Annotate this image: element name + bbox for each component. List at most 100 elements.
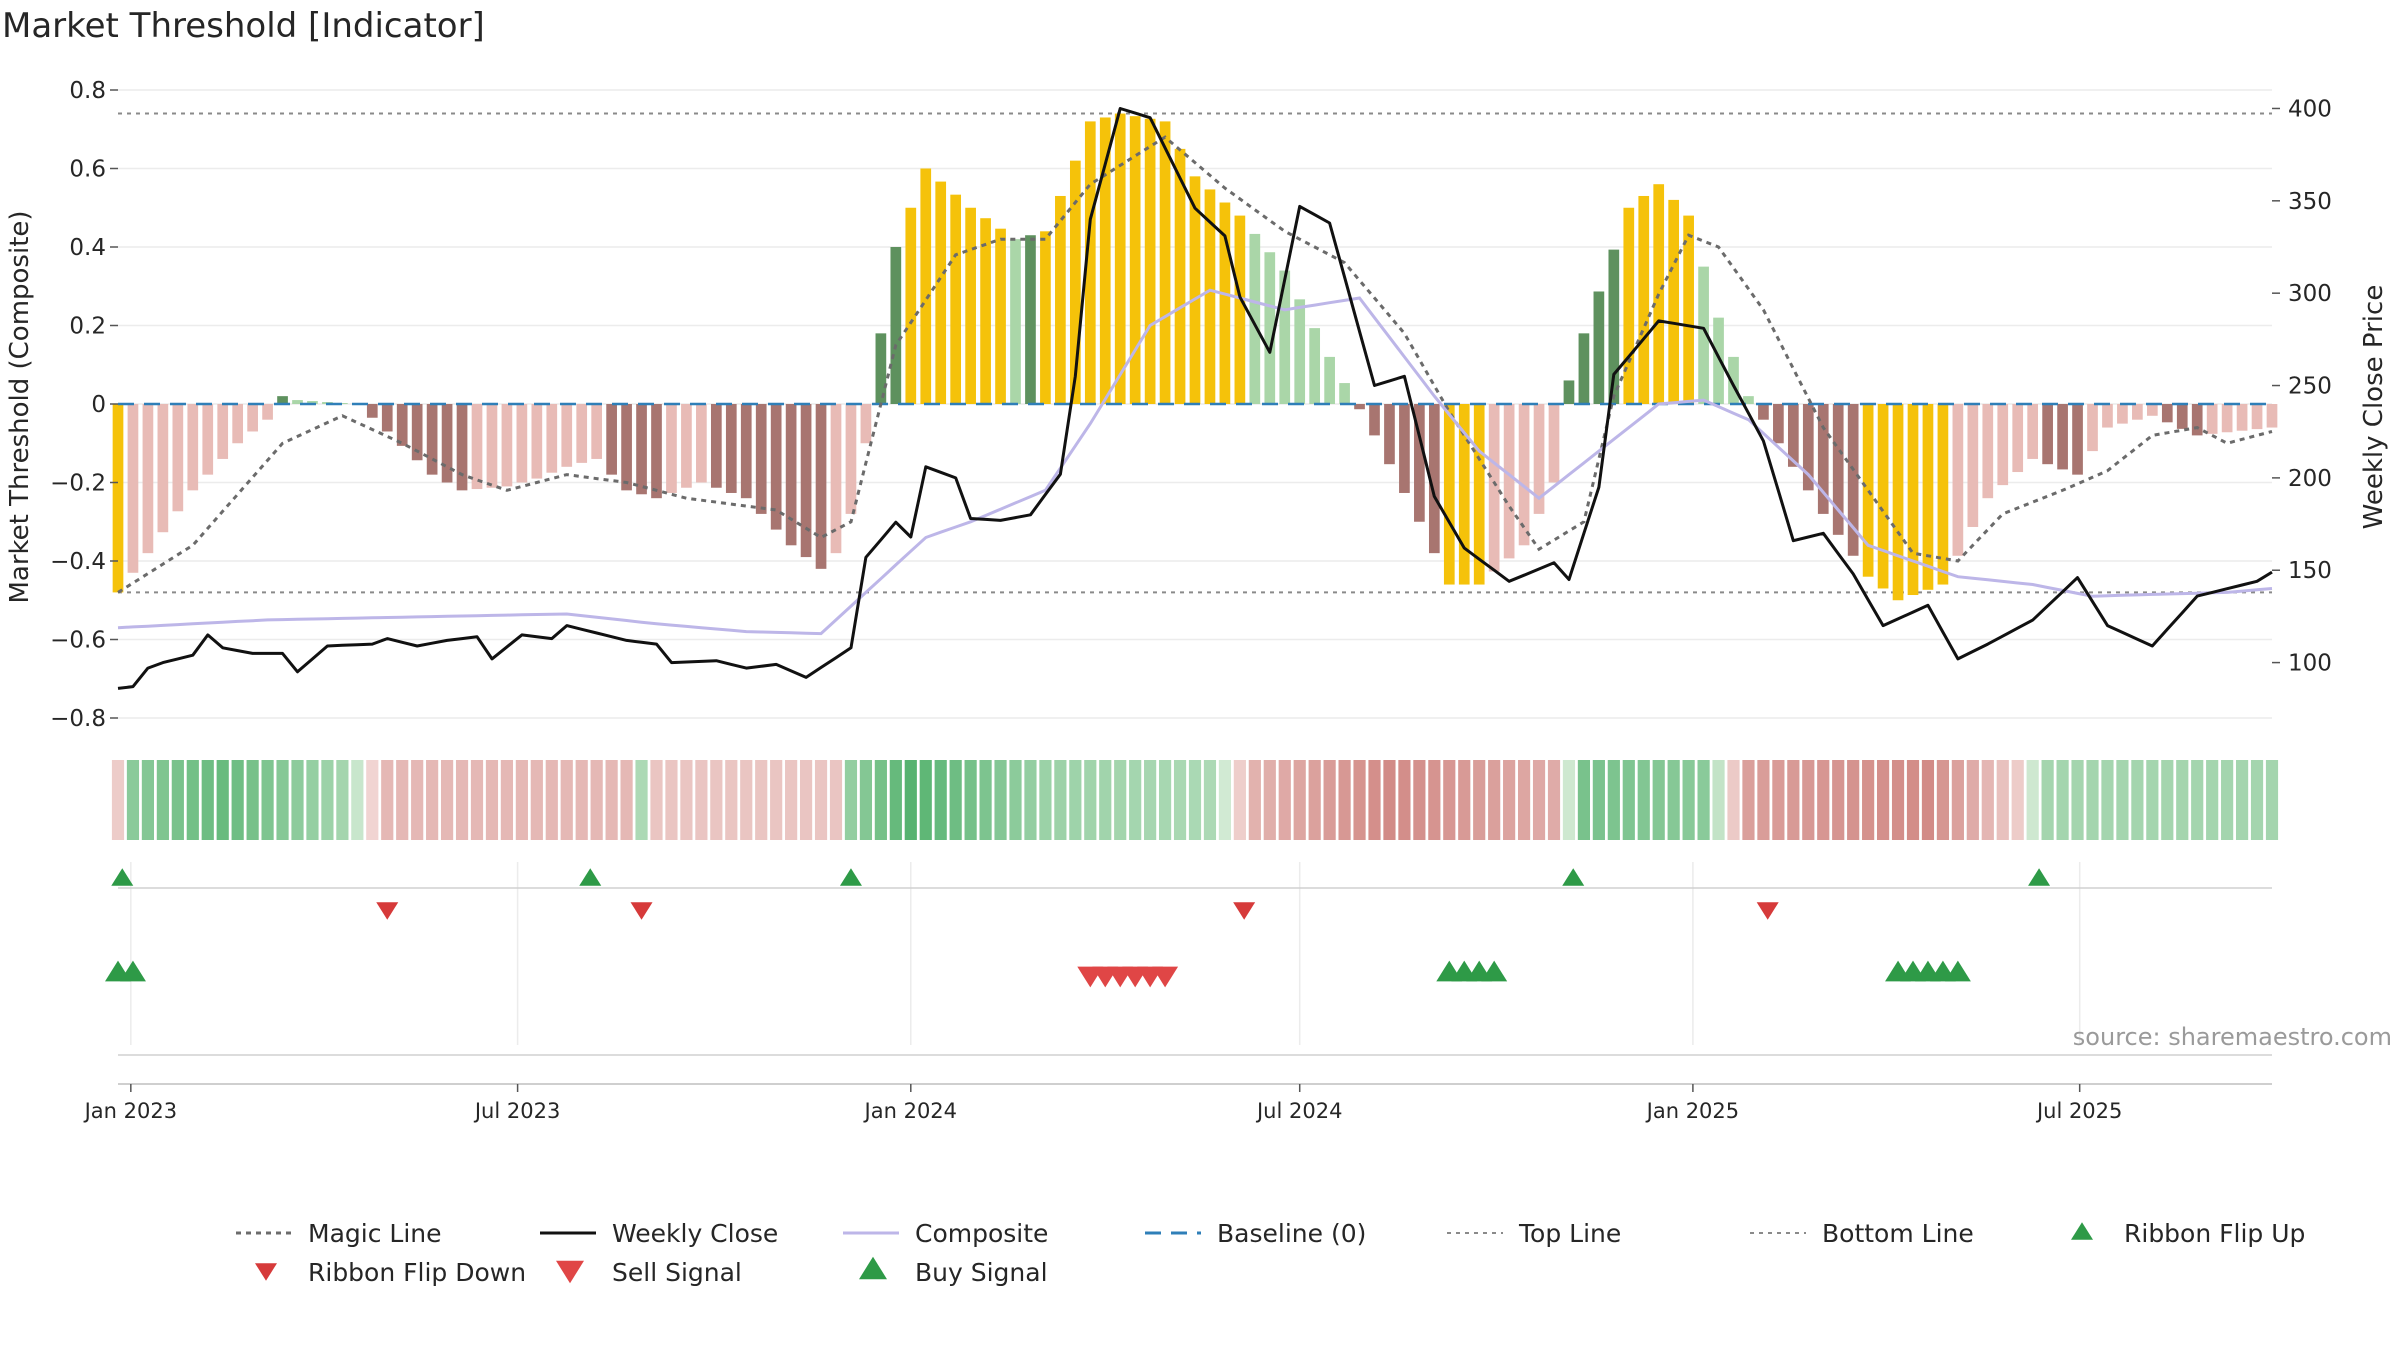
ribbon-flip-up-marker xyxy=(2028,868,2051,886)
ribbon-cell xyxy=(814,760,828,840)
ribbon-cell xyxy=(1787,760,1800,840)
ribbon-cell xyxy=(1188,760,1202,840)
axis-ticks: 0.8 0.6 0.4 0.2 0 −0.2 −0.4 −0.6 −0.8 100 150 200 25… xyxy=(50,78,2332,732)
y2-tick-label: 250 xyxy=(2288,374,2332,400)
ribbon-cell xyxy=(1592,760,1605,840)
ribbon-cell xyxy=(231,760,244,840)
composite-bar xyxy=(307,401,318,404)
y-tick-label: −0.2 xyxy=(50,471,106,497)
composite-bar xyxy=(531,404,543,479)
composite-bar xyxy=(950,194,962,404)
y2-tick-label: 300 xyxy=(2288,281,2332,307)
composite-bar xyxy=(1399,404,1410,493)
ribbon-flip-up-marker xyxy=(579,868,602,886)
composite-bar xyxy=(1025,235,1036,404)
ribbon-cell xyxy=(2265,760,2279,840)
composite-bar xyxy=(755,404,767,514)
ribbon-flip-up-marker xyxy=(1562,868,1585,886)
composite-bar xyxy=(606,404,617,475)
ribbon-cell xyxy=(1727,760,1740,840)
ribbon-cell xyxy=(650,760,663,840)
composite-bar xyxy=(1802,404,1814,491)
ribbon-flip-down-marker xyxy=(630,902,653,920)
ribbon-cell xyxy=(1996,760,2009,840)
composite-bar xyxy=(965,207,976,404)
composite-bar xyxy=(1698,266,1709,404)
composite-bar xyxy=(1578,333,1590,404)
y2-tick-label: 200 xyxy=(2288,466,2332,492)
ribbon-cell xyxy=(500,760,514,840)
legend: Magic Line Weekly Close Composite Baseline … xyxy=(236,1219,2305,1287)
composite-bar xyxy=(1294,299,1306,404)
ribbon-cell xyxy=(1218,760,1232,840)
ribbon-cell xyxy=(710,760,723,840)
composite-bar xyxy=(1010,239,1021,404)
ribbon-cell xyxy=(1084,760,1097,840)
legend-swatch-buy-signal xyxy=(859,1256,887,1280)
legend-swatch-ribbon-flip-down xyxy=(255,1263,277,1281)
y-tick-label: 0.2 xyxy=(69,314,106,340)
composite-bar xyxy=(1743,396,1754,404)
composite-bar xyxy=(1982,404,1994,499)
composite-bar xyxy=(1219,202,1231,404)
ribbon-flip-down-marker xyxy=(1233,902,1256,920)
composite-bar xyxy=(486,404,498,488)
ribbon-cell xyxy=(1921,760,1935,840)
ribbon-cell xyxy=(186,760,199,840)
legend-label-weekly-close: Weekly Close xyxy=(612,1219,778,1248)
ribbon-cell xyxy=(1547,760,1561,840)
ribbon-cell xyxy=(1024,760,1037,840)
composite-bar xyxy=(2042,404,2053,465)
y-tick-label: 0 xyxy=(91,392,106,418)
magic-line xyxy=(117,135,2273,594)
ribbon-cell xyxy=(889,760,902,840)
composite-bar xyxy=(1159,121,1171,405)
composite-bar xyxy=(1309,328,1321,404)
composite-bar xyxy=(142,404,154,554)
ribbon-cell xyxy=(141,760,155,840)
composite-bar xyxy=(1473,404,1485,585)
composite-bar xyxy=(681,404,692,488)
composite-line xyxy=(117,288,2273,636)
ribbon-cell xyxy=(1129,760,1142,840)
composite-bar xyxy=(890,247,902,404)
x-tick-label: Jan 2023 xyxy=(83,1099,178,1123)
composite-bar xyxy=(501,404,513,487)
composite-bar xyxy=(1144,118,1156,405)
ribbon-cell xyxy=(2131,760,2144,840)
ribbon-cell xyxy=(1862,760,1875,840)
ribbon-cell xyxy=(1832,760,1845,840)
ribbon-cell xyxy=(156,760,169,840)
composite-bar xyxy=(1608,249,1620,404)
composite-bar xyxy=(1369,404,1380,436)
ribbon-cell xyxy=(1637,760,1650,840)
signal-markers xyxy=(105,868,2272,1056)
ribbon-cell xyxy=(216,760,229,840)
y-tick-label: −0.4 xyxy=(50,549,106,575)
composite-bar xyxy=(1997,404,2009,486)
composite-bar xyxy=(1952,404,1964,556)
ribbon-cell xyxy=(1248,760,1261,840)
ribbon-cell xyxy=(844,760,858,840)
ribbon-cell xyxy=(1099,760,1112,840)
legend-label-magic-line: Magic Line xyxy=(308,1219,442,1248)
ribbon-cell xyxy=(1906,760,1920,840)
ribbon-cell xyxy=(725,760,738,840)
ribbon-cell xyxy=(1891,760,1905,840)
y-tick-label: 0.6 xyxy=(69,157,106,183)
ribbon-cell xyxy=(2071,760,2084,840)
ribbon-cell xyxy=(351,760,364,840)
composite-bar xyxy=(830,404,842,554)
composite-bar xyxy=(1234,215,1246,404)
ribbon-cell xyxy=(1233,760,1246,840)
ribbon-cell xyxy=(949,760,962,840)
ribbon-cell xyxy=(2086,760,2099,840)
ribbon-cell xyxy=(1443,760,1456,840)
ribbon-cell xyxy=(1488,760,1501,840)
ribbon-cell xyxy=(485,760,499,840)
ribbon-cell xyxy=(1353,760,1366,840)
ribbon-cell xyxy=(440,760,454,840)
composite-bar xyxy=(1967,404,1979,527)
composite-bar xyxy=(1384,404,1395,465)
ribbon-cell xyxy=(1667,760,1680,840)
